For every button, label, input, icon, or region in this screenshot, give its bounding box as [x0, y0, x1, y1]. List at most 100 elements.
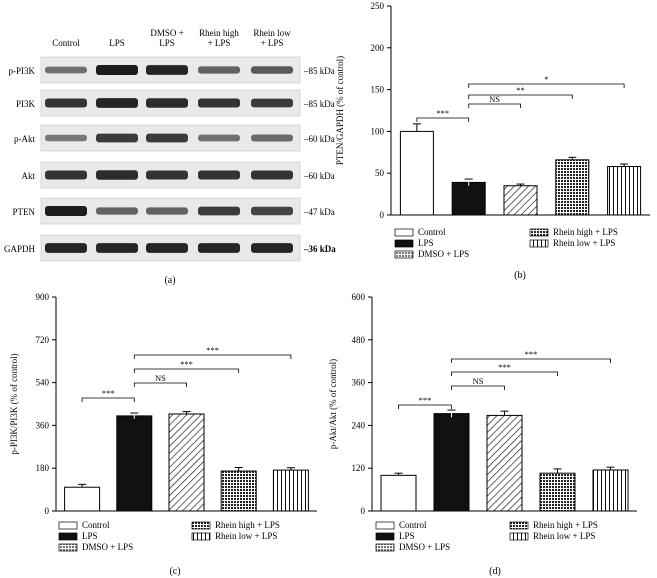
blot-band: [198, 206, 240, 216]
bar-4: [272, 469, 309, 512]
blot-band: [146, 170, 188, 180]
chart-ppi3k-pi3k: 0 180 360 540 720 900 p-PI3K/PI3K (% of contro…: [9, 292, 317, 577]
significance-label: ***: [180, 359, 193, 369]
blot-lane-label: LPS: [159, 38, 175, 48]
y-axis-label: p-Akt/Akt (% of control): [328, 359, 338, 449]
significance-bracket: [468, 83, 625, 88]
significance-label: **: [516, 85, 525, 95]
blot-band: [198, 134, 240, 142]
bar-1: [451, 181, 486, 216]
blot-mw-label: –60 kDa: [303, 171, 335, 181]
blot-band: [96, 133, 138, 143]
blot-lane-label: Control: [52, 38, 80, 48]
legend-label: Rhein low + LPS: [553, 238, 615, 248]
bar-1: [433, 413, 470, 512]
bar-0: [380, 474, 417, 512]
significance-label: ***: [206, 345, 219, 355]
bar-2: [503, 185, 538, 216]
significance-label: ***: [525, 349, 538, 359]
bar-2: [168, 413, 205, 512]
legend-label: Rhein high + LPS: [533, 520, 598, 530]
blot-mw-label: –36 kDa: [303, 244, 336, 254]
legend-label: Rhein low + LPS: [533, 531, 595, 541]
blot-band: [198, 66, 240, 74]
significance-bracket: [398, 404, 452, 409]
y-tick-label: 540: [36, 378, 50, 388]
significance-label: ***: [436, 108, 449, 118]
blot-band: [96, 170, 138, 180]
blot-row-label: PTEN: [13, 207, 36, 217]
blot-mw-label: –60 kDa: [303, 134, 335, 144]
bar-0: [399, 130, 434, 216]
blot-band: [146, 207, 188, 215]
blot-band: [45, 243, 87, 253]
blot-band: [45, 98, 87, 108]
blot-band: [96, 65, 138, 75]
chart-pakt-akt: 0 120 240 360 480 600 p-Akt/Akt (% of control)…: [328, 292, 637, 577]
blot-band: [198, 98, 240, 108]
legend-label: DMSO + LPS: [82, 542, 133, 552]
significance-bracket: [451, 358, 611, 363]
legend-swatch: [529, 228, 549, 237]
significance-bracket: [468, 94, 573, 99]
y-tick-label: 100: [371, 126, 385, 136]
blot-lane-label: Rhein high: [199, 28, 239, 38]
legend-label: LPS: [399, 531, 415, 541]
legend-label: Control: [399, 520, 427, 530]
blot-row-label: p-Akt: [14, 134, 35, 144]
legend-label: Control: [418, 227, 446, 237]
legend-swatch: [375, 532, 395, 541]
significance-label: *: [544, 74, 548, 84]
blot-mw-label: –47 kDa: [303, 207, 335, 217]
blot-band: [45, 134, 87, 142]
legend-label: DMSO + LPS: [399, 542, 450, 552]
blot-lane-label: DMSO +: [150, 28, 183, 38]
legend-label: Control: [82, 520, 110, 530]
bar-3: [539, 472, 576, 512]
y-tick-label: 120: [352, 463, 366, 473]
legend-swatch: [394, 250, 414, 259]
blot-lane-label: Rhein low: [253, 28, 291, 38]
y-tick-label: 0: [45, 506, 50, 516]
legend-label: LPS: [82, 531, 98, 541]
significance-bracket: [81, 397, 135, 402]
significance-label: ***: [102, 388, 115, 398]
significance-label: NS: [489, 94, 500, 104]
significance-bracket: [451, 385, 505, 390]
significance-bracket: [468, 103, 521, 108]
blot-row-label: p-PI3K: [9, 66, 36, 76]
blot-mw-label: –85 kDa: [303, 66, 335, 76]
y-axis-label: PTEN/GAPDH (% of control): [335, 56, 345, 165]
blot-lane-label: + LPS: [261, 38, 284, 48]
legend-label: Rhein high + LPS: [215, 520, 280, 530]
blot-band: [251, 170, 293, 180]
bar-1: [116, 415, 153, 512]
significance-bracket: [133, 368, 240, 373]
significance-bracket: [133, 382, 187, 387]
y-tick-label: 360: [36, 420, 50, 430]
significance-label: NS: [155, 373, 166, 383]
legend-label: DMSO + LPS: [418, 249, 469, 259]
legend-swatch: [509, 532, 529, 541]
y-tick-label: 50: [375, 168, 385, 178]
panel-label-b: (b): [514, 270, 526, 281]
legend-swatch: [375, 521, 395, 530]
bar-4: [607, 166, 642, 216]
y-tick-label: 240: [352, 420, 366, 430]
legend-label: LPS: [418, 238, 434, 248]
blot-band: [96, 98, 138, 108]
blot-band: [251, 98, 293, 108]
chart-pten-gapdh: 0 50 100 150 200 250 PTEN/GAPDH (% of control)…: [335, 1, 650, 281]
blot-band: [146, 98, 188, 108]
significance-label: NS: [473, 376, 484, 386]
bar-0: [64, 486, 101, 512]
legend-label: Rhein low + LPS: [215, 531, 277, 541]
blot-band: [251, 206, 293, 216]
bar-4: [592, 469, 629, 512]
y-tick-label: 180: [36, 463, 50, 473]
blot-row-label: PI3K: [16, 99, 36, 109]
blot-band: [198, 170, 240, 180]
y-tick-label: 900: [36, 292, 50, 302]
